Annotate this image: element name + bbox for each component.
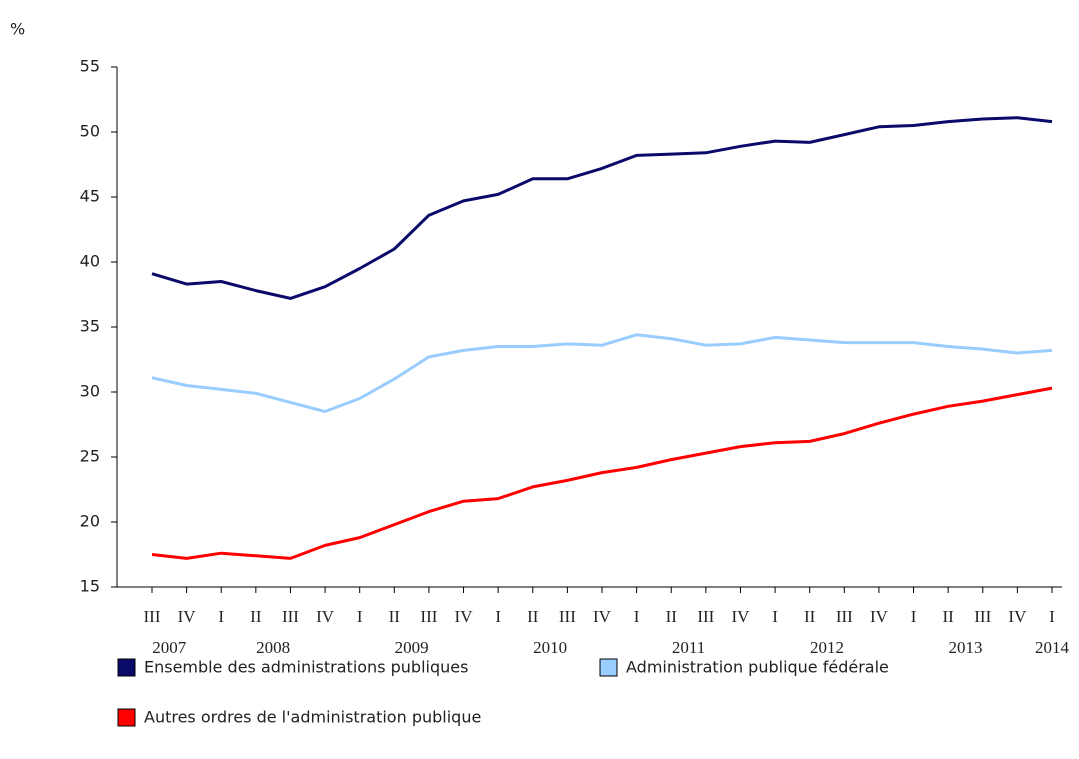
x-tick-label: I	[772, 607, 778, 626]
x-tick-label: III	[836, 607, 853, 626]
x-tick-label: II	[942, 607, 954, 626]
x-tick-label: II	[389, 607, 401, 626]
legend-swatch	[599, 658, 618, 677]
x-tick-label: III	[144, 607, 161, 626]
legend-label: Administration publique fédérale	[626, 658, 889, 677]
y-tick-label: 55	[80, 57, 100, 76]
y-tick-label: 40	[80, 252, 100, 271]
y-tick-label: 20	[80, 512, 100, 531]
x-tick-label: I	[357, 607, 363, 626]
year-label: 2007	[152, 638, 187, 657]
x-tick-label: III	[697, 607, 714, 626]
year-label: 2013	[948, 638, 982, 657]
y-tick-label: 45	[80, 187, 100, 206]
year-label: 2009	[395, 638, 429, 657]
y-tick-label: 25	[80, 447, 100, 466]
line-series	[151, 116, 1053, 300]
year-label: 2012	[810, 638, 844, 657]
x-tick-label: IV	[870, 607, 889, 626]
y-tick-label: 15	[80, 577, 100, 596]
year-label: 2011	[672, 638, 705, 657]
year-label: 2008	[256, 638, 290, 657]
y-unit: %	[10, 20, 25, 39]
legend-label: Autres ordres de l'administration publiq…	[144, 708, 481, 727]
x-tick-label: III	[420, 607, 437, 626]
legend-label: Ensemble des administrations publiques	[144, 658, 468, 677]
year-label: 2014	[1035, 638, 1070, 657]
line-series	[151, 386, 1053, 560]
x-tick-label: I	[1049, 607, 1055, 626]
y-tick-label: 35	[80, 317, 100, 336]
legend-swatch	[117, 708, 136, 727]
x-tick-label: IV	[316, 607, 335, 626]
x-tick-label: IV	[455, 607, 474, 626]
x-tick-label: I	[634, 607, 640, 626]
y-tick-label: 30	[80, 382, 100, 401]
x-tick-label: III	[559, 607, 576, 626]
x-tick-label: I	[495, 607, 501, 626]
x-tick-label: III	[282, 607, 299, 626]
x-tick-label: II	[250, 607, 262, 626]
x-tick-label: III	[974, 607, 991, 626]
year-label: 2010	[533, 638, 567, 657]
x-tick-label: IV	[593, 607, 612, 626]
y-tick-label: 50	[80, 122, 100, 141]
x-tick-label: IV	[1008, 607, 1027, 626]
x-tick-label: II	[527, 607, 539, 626]
x-tick-label: II	[804, 607, 816, 626]
x-tick-label: I	[911, 607, 917, 626]
legend-swatch	[117, 658, 136, 677]
x-tick-label: IV	[178, 607, 197, 626]
x-tick-label: I	[218, 607, 224, 626]
x-tick-label: IV	[731, 607, 750, 626]
x-tick-label: II	[666, 607, 678, 626]
line-series	[151, 333, 1053, 413]
